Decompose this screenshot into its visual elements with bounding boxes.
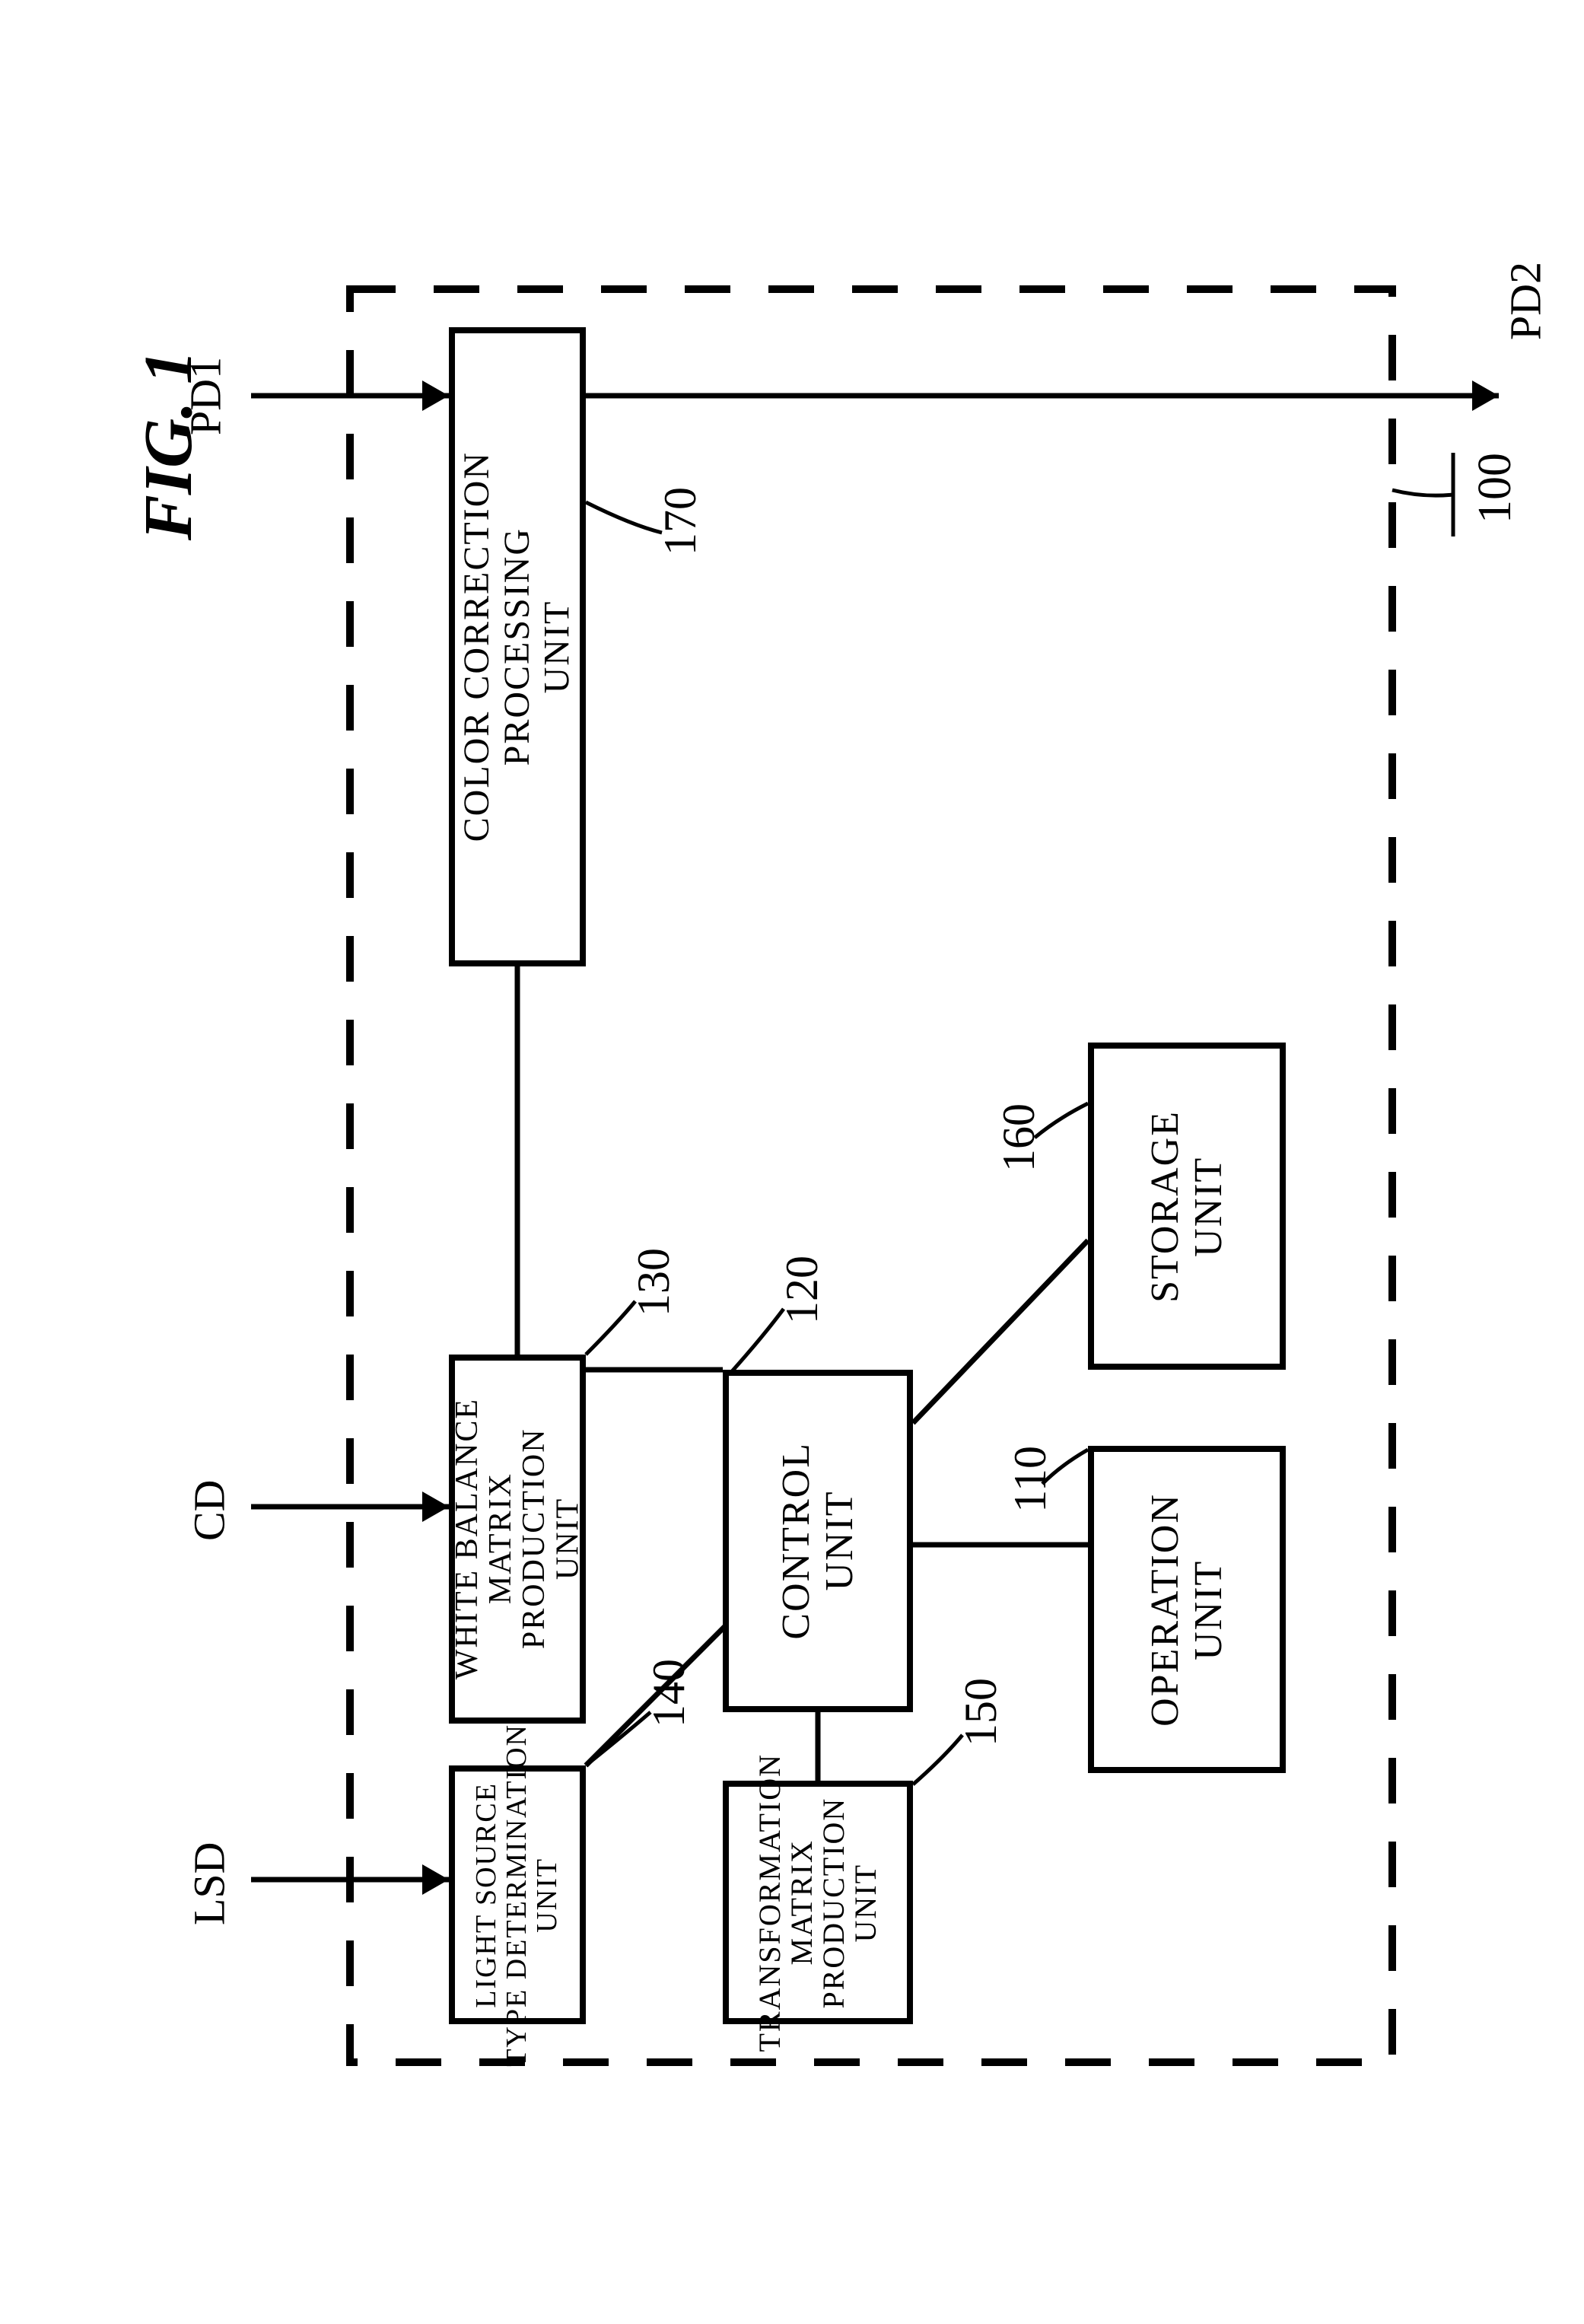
conn-120-160 <box>913 1240 1088 1423</box>
lead-120 <box>727 1309 784 1377</box>
block-storage: STORAGE UNIT <box>1088 1043 1286 1370</box>
block-storage-label: STORAGE UNIT <box>1143 1110 1230 1303</box>
lead-140 <box>586 1712 650 1765</box>
figure-canvas: FIG. 1 <box>0 0 1584 2324</box>
ref-160: 160 <box>993 1103 1045 1172</box>
io-cd: CD <box>171 1472 247 1549</box>
ref-150: 150 <box>955 1678 1007 1746</box>
cd-line <box>251 1491 449 1522</box>
block-light-source: LIGHT SOURCE TYPE DETERMINATION UNIT <box>449 1765 586 2024</box>
block-light-source-label: LIGHT SOURCE TYPE DETERMINATION UNIT <box>472 1724 563 2067</box>
block-color-correction: COLOR CORRECTION PROCESSING UNIT <box>449 327 586 966</box>
ref-170: 170 <box>654 487 707 556</box>
block-operation: OPERATION UNIT <box>1088 1446 1286 1773</box>
ref-130: 130 <box>628 1248 680 1316</box>
block-transformation: TRANSFORMATION MATRIX PRODUCTION UNIT <box>723 1781 913 2024</box>
io-lsd: LSD <box>171 1834 247 1933</box>
ref-140: 140 <box>643 1659 695 1727</box>
io-pd1: PD1 <box>167 346 243 445</box>
block-operation-label: OPERATION UNIT <box>1143 1493 1230 1727</box>
block-white-balance-label: WHITE BALANCE MATRIX PRODUCTION UNIT <box>450 1398 584 1679</box>
block-color-correction-label: COLOR CORRECTION PROCESSING UNIT <box>457 451 577 842</box>
ref-110: 110 <box>1004 1446 1057 1513</box>
io-pd2: PD2 <box>1487 251 1563 350</box>
lead-170 <box>586 502 662 533</box>
block-control-label: CONTROL UNIT <box>775 1442 861 1640</box>
lead-100 <box>1392 490 1453 495</box>
block-control: CONTROL UNIT <box>723 1370 913 1712</box>
ref-120: 120 <box>776 1256 829 1324</box>
block-white-balance: WHITE BALANCE MATRIX PRODUCTION UNIT <box>449 1355 586 1724</box>
block-transformation-label: TRANSFORMATION MATRIX PRODUCTION UNIT <box>754 1753 882 2052</box>
pd2-line <box>586 380 1499 411</box>
ref-100: 100 <box>1468 453 1522 524</box>
